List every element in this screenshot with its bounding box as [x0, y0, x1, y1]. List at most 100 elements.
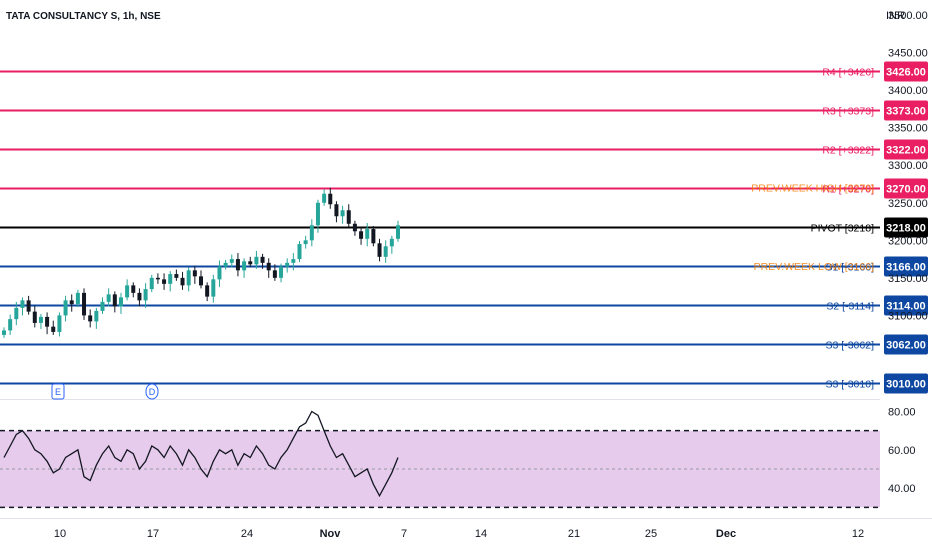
candle-body [118, 297, 123, 307]
candle-body [389, 238, 394, 247]
candle-body [94, 310, 99, 322]
candle [266, 258, 271, 278]
candle-body [63, 300, 68, 316]
candle-body [297, 244, 302, 260]
candle-body [383, 246, 388, 257]
x-tick-label: 7 [401, 528, 407, 540]
price-tag [884, 100, 928, 121]
x-tick-label: 14 [475, 528, 487, 540]
candle-body [248, 261, 253, 265]
level-label: S3 [-3062] [826, 340, 875, 352]
candle-body [223, 262, 228, 267]
candle-body [229, 259, 234, 263]
candle [377, 238, 382, 262]
x-tick-label: 25 [645, 528, 657, 540]
candle [217, 260, 222, 287]
candle [235, 253, 240, 277]
candle [192, 265, 197, 284]
price-tag-label: 3426.00 [886, 67, 926, 79]
rsi-tick-label: 80.00 [888, 407, 916, 419]
candle [309, 219, 314, 247]
candle-body [242, 261, 247, 271]
price-tag-label: 3373.00 [886, 106, 926, 118]
candle-body [143, 289, 148, 301]
candle-body [75, 292, 80, 305]
candle-body [291, 259, 296, 263]
candle [162, 273, 167, 290]
candle-body [192, 270, 197, 277]
price-tag [884, 139, 928, 160]
candle-body [131, 285, 136, 293]
candle [229, 254, 234, 268]
price-tick-label: 3350.00 [888, 123, 928, 135]
candle-body [82, 292, 87, 316]
candle [359, 226, 364, 245]
price-tag [884, 178, 928, 199]
candle-body [322, 193, 327, 203]
symbol-title: TATA CONSULTANCY S, 1h, NSE [6, 11, 161, 22]
candle-body [315, 202, 320, 226]
candle-body [359, 231, 364, 239]
price-tick-label: 3150.00 [888, 273, 928, 285]
price-tag [884, 295, 928, 316]
x-tick-label: Nov [320, 528, 342, 540]
candle [346, 204, 351, 227]
candle [38, 313, 43, 329]
candle [131, 282, 136, 298]
price-tag-label: 3218.00 [886, 223, 926, 235]
price-tag [884, 334, 928, 355]
candle [365, 223, 370, 247]
candle [88, 309, 93, 328]
candle-body [186, 270, 191, 286]
prev-week-low-label: PREV.WEEK LOW [3166] [754, 261, 874, 273]
candle [112, 291, 117, 313]
candle [285, 258, 290, 273]
candle-body [2, 330, 6, 335]
price-tick-label: 3100.00 [888, 310, 928, 322]
candle-body [20, 300, 25, 308]
candle-body [137, 292, 142, 301]
candle [51, 320, 56, 335]
candle-body [279, 266, 284, 278]
candle-body [254, 256, 259, 265]
candle-body [8, 319, 13, 331]
candle [75, 289, 80, 308]
candle [328, 187, 333, 209]
candle [174, 269, 179, 281]
candle-body [168, 274, 173, 284]
candle [106, 288, 111, 307]
candle-body [285, 262, 290, 267]
x-tick-label: 21 [568, 528, 580, 540]
candle [137, 288, 142, 307]
candle [371, 226, 376, 247]
candle [383, 240, 388, 263]
candle-body [211, 279, 216, 297]
candle-body [199, 276, 203, 286]
candle [315, 199, 320, 233]
candle-body [149, 277, 154, 290]
candle-body [352, 223, 357, 232]
price-tick-label: 3250.00 [888, 198, 928, 210]
candle [155, 273, 160, 284]
candle [180, 271, 185, 290]
price-tick-label: 3200.00 [888, 235, 928, 247]
price-tag [884, 256, 928, 277]
candle-body [371, 229, 376, 244]
event-marker[interactable] [51, 383, 65, 400]
candle [334, 201, 339, 223]
candle [143, 283, 148, 308]
candle-body [32, 311, 37, 323]
price-tag [884, 61, 928, 82]
x-tick-label: 17 [147, 528, 159, 540]
candle [223, 259, 228, 270]
candle [205, 282, 210, 302]
candle-body [217, 266, 222, 280]
event-marker[interactable] [145, 383, 159, 400]
candle-body [88, 315, 93, 322]
price-tag [884, 217, 928, 238]
candle [279, 263, 284, 283]
candle-body [106, 294, 111, 302]
candle [149, 274, 154, 293]
